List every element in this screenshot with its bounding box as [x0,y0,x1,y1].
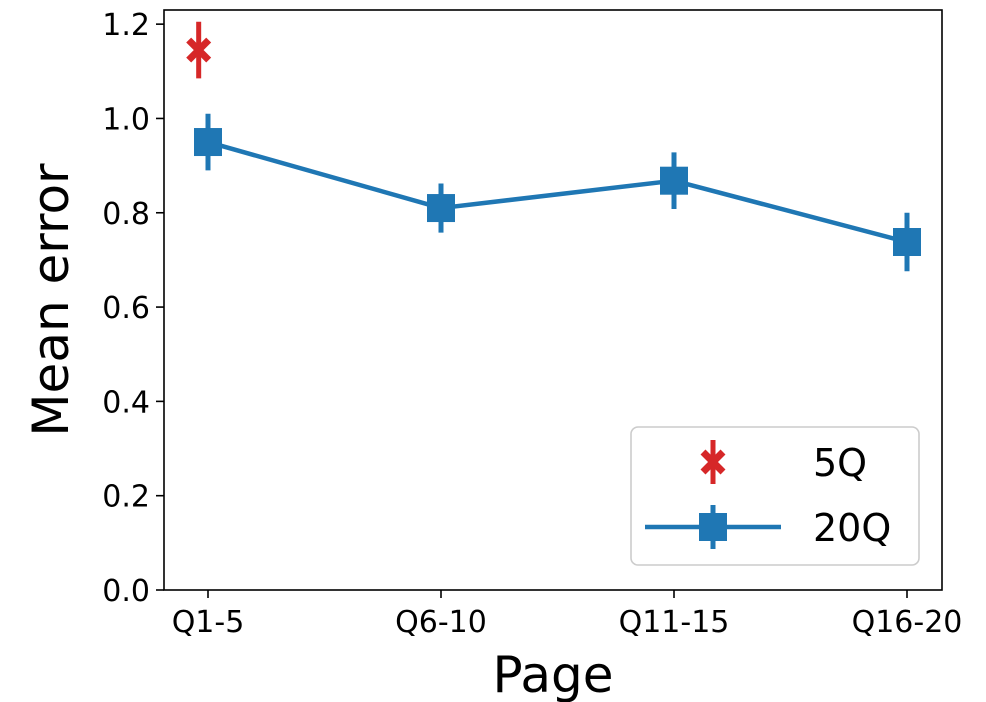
x-tick-label: Q1-5 [172,605,245,640]
legend-entry-20q [645,505,781,549]
legend-label-5q: 5Q [813,441,867,485]
x-tick-label: Q11-15 [619,605,730,640]
y-axis: 0.0 0.2 0.4 0.6 0.8 1.0 1.2 [102,8,164,609]
y-tick-label: 0.6 [102,291,150,326]
series-20q [194,113,921,272]
y-tick-label: 1.0 [102,102,150,137]
data-point-20q [427,194,455,223]
series-line-20q [207,139,908,245]
data-point-20q [660,166,688,195]
x-axis-label: Page [492,646,613,702]
y-tick-label: 0.4 [102,385,150,420]
legend-handle-marker [699,513,727,541]
legend-label-20q: 20Q [813,506,891,550]
series-5q [186,21,212,79]
legend-entry-5q [700,440,726,484]
y-tick-label: 1.2 [102,8,150,43]
y-tick-label: 0.2 [102,480,150,515]
y-tick-label: 0.0 [102,574,150,609]
x-tick-label: Q16-20 [852,605,963,640]
x-axis: Q1-5 Q6-10 Q11-15 Q16-20 [172,590,963,640]
plot-frame [163,9,943,591]
x-tick-label: Q6-10 [395,605,487,640]
y-axis-label: Mean error [22,163,80,437]
data-point-5q [186,37,212,63]
legend-handle-marker [700,449,726,475]
data-point-20q [194,128,222,157]
y-tick-label: 0.8 [102,197,150,232]
legend: 5Q 20Q [630,426,920,566]
chart-marks [186,21,921,272]
data-point-20q [893,228,921,256]
